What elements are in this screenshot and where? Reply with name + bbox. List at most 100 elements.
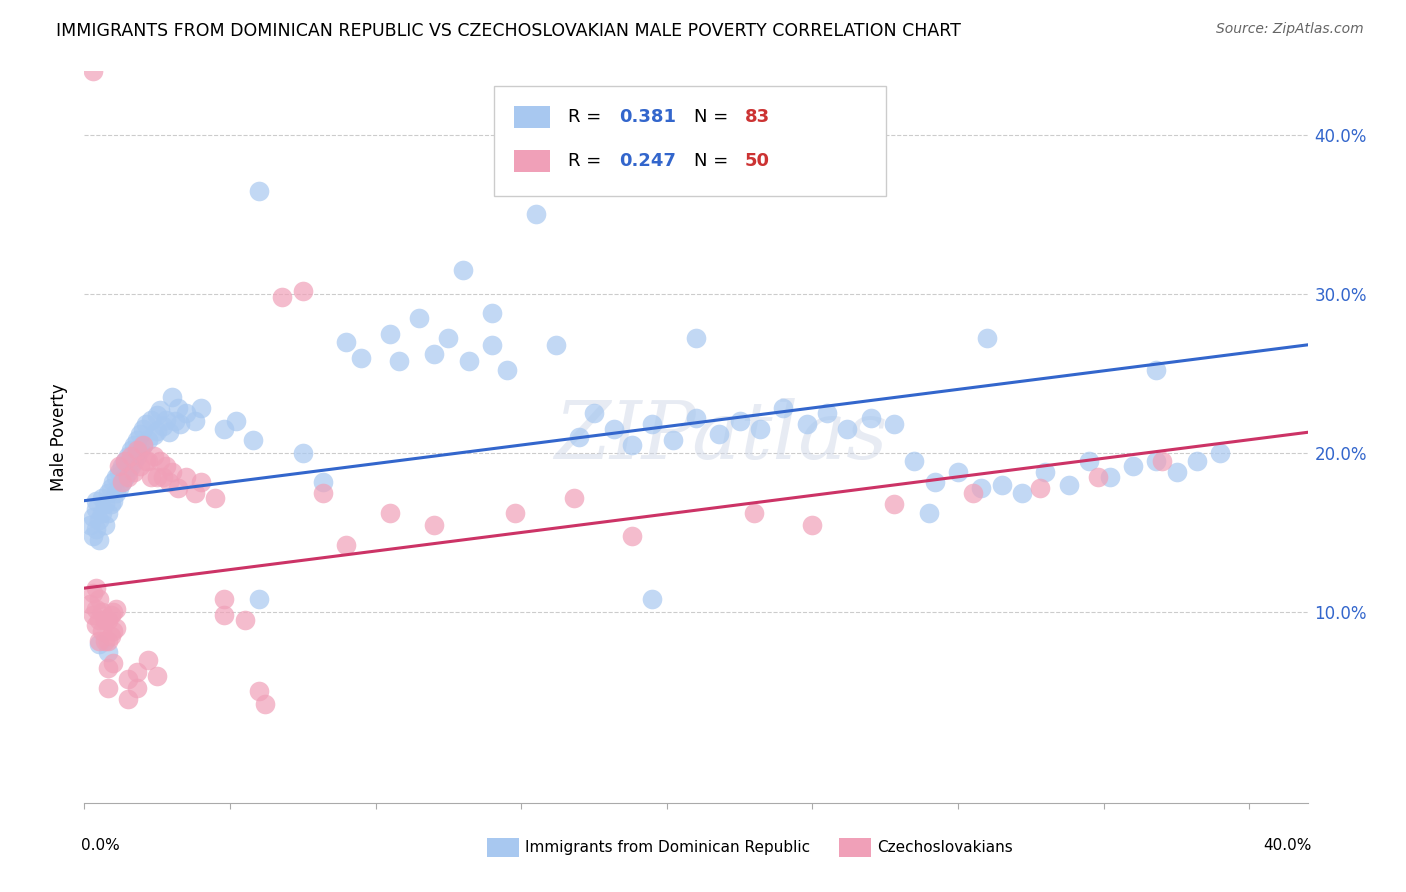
Point — [335, 538, 357, 552]
Point — [742, 507, 765, 521]
Point — [120, 458, 142, 473]
Point — [105, 485, 128, 500]
Point — [160, 390, 183, 404]
Point — [1209, 446, 1232, 460]
Point — [946, 465, 969, 479]
Point — [1011, 485, 1033, 500]
Point — [859, 411, 882, 425]
Point — [815, 406, 838, 420]
Point — [380, 326, 402, 341]
Point — [125, 665, 148, 680]
Point — [169, 417, 191, 432]
Point — [111, 475, 134, 489]
FancyBboxPatch shape — [494, 86, 886, 195]
Point — [423, 347, 446, 361]
Point — [79, 597, 101, 611]
Point — [125, 442, 148, 457]
Point — [903, 454, 925, 468]
Point — [114, 454, 136, 468]
Point — [149, 454, 172, 468]
Point — [380, 507, 402, 521]
Point — [128, 442, 150, 457]
Point — [796, 417, 818, 432]
Point — [135, 454, 157, 468]
Point — [97, 633, 120, 648]
Point — [131, 438, 153, 452]
Point — [114, 470, 136, 484]
Point — [1185, 454, 1208, 468]
Point — [82, 64, 104, 78]
Point — [97, 485, 120, 500]
Point — [87, 613, 110, 627]
Point — [146, 408, 169, 422]
Point — [174, 470, 197, 484]
Point — [93, 517, 115, 532]
Point — [291, 446, 314, 460]
Point — [481, 338, 503, 352]
FancyBboxPatch shape — [513, 106, 550, 128]
Point — [546, 338, 568, 352]
Point — [125, 449, 148, 463]
Point — [970, 481, 993, 495]
Point — [157, 475, 180, 489]
Point — [84, 602, 107, 616]
Point — [152, 470, 174, 484]
Y-axis label: Male Poverty: Male Poverty — [51, 384, 69, 491]
Point — [157, 425, 180, 440]
Point — [108, 465, 131, 479]
Point — [918, 507, 941, 521]
Point — [87, 513, 110, 527]
Point — [117, 465, 139, 479]
Point — [562, 491, 585, 505]
Point — [87, 533, 110, 548]
Point — [82, 529, 104, 543]
Point — [408, 310, 430, 325]
Text: 0.381: 0.381 — [619, 109, 676, 127]
Point — [146, 668, 169, 682]
Point — [225, 414, 247, 428]
Text: Source: ZipAtlas.com: Source: ZipAtlas.com — [1216, 22, 1364, 37]
Point — [603, 422, 626, 436]
Point — [97, 645, 120, 659]
Point — [350, 351, 373, 365]
Point — [190, 401, 212, 416]
Point — [204, 491, 226, 505]
Point — [138, 653, 160, 667]
Point — [149, 403, 172, 417]
Point — [128, 426, 150, 441]
Point — [146, 424, 169, 438]
Point — [122, 454, 145, 468]
Text: R =: R = — [568, 153, 606, 170]
Point — [90, 624, 112, 638]
Point — [312, 475, 335, 489]
Point — [125, 681, 148, 696]
Point — [962, 485, 984, 500]
Point — [108, 458, 131, 473]
Point — [97, 613, 120, 627]
Point — [90, 507, 112, 521]
Point — [291, 284, 314, 298]
Point — [146, 470, 169, 484]
Point — [991, 477, 1014, 491]
Point — [312, 485, 335, 500]
Point — [100, 481, 122, 495]
Point — [247, 184, 270, 198]
Point — [620, 529, 643, 543]
Point — [1078, 454, 1101, 468]
Point — [84, 581, 107, 595]
Point — [93, 613, 115, 627]
Point — [1035, 465, 1057, 479]
Point — [253, 697, 276, 711]
Text: 40.0%: 40.0% — [1263, 838, 1312, 853]
Point — [155, 412, 177, 426]
Point — [728, 414, 751, 428]
Point — [93, 633, 115, 648]
Point — [505, 507, 527, 521]
Point — [423, 517, 446, 532]
Point — [141, 470, 163, 484]
Point — [1144, 363, 1167, 377]
Text: ZIPatlas: ZIPatlas — [554, 399, 887, 475]
FancyBboxPatch shape — [513, 151, 550, 172]
Point — [103, 493, 125, 508]
Point — [141, 412, 163, 426]
